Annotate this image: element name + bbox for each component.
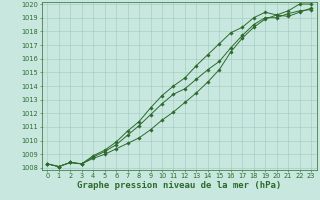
X-axis label: Graphe pression niveau de la mer (hPa): Graphe pression niveau de la mer (hPa) bbox=[77, 181, 281, 190]
